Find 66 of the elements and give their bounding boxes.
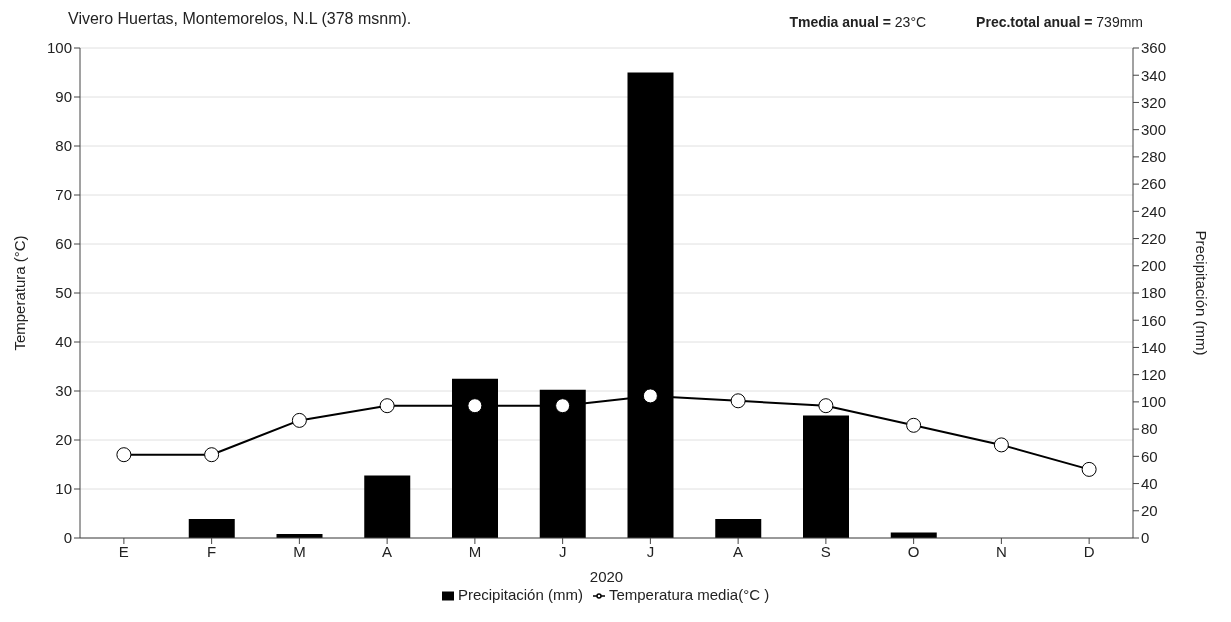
y2-tick-label: 260 [1141, 175, 1167, 193]
y-tick-label: 60 [55, 235, 72, 253]
x-tick-label: D [1083, 542, 1095, 560]
y-tick-label: 90 [55, 88, 72, 106]
y-tick-label: 30 [55, 382, 72, 400]
point [818, 398, 834, 414]
y-tick-label: 40 [55, 333, 72, 351]
point [204, 447, 220, 463]
y-tick-label: 100 [46, 39, 72, 57]
x-tick-label: F [207, 542, 217, 560]
y2-tick-label: 280 [1141, 148, 1167, 166]
bar [803, 415, 849, 538]
y2-tick-label: 20 [1141, 502, 1158, 520]
legend-label: Temperatura media(°C ) [608, 586, 770, 603]
y2-tick-label: 80 [1141, 420, 1158, 438]
text: Prec.total anual = 739mm [976, 14, 1143, 30]
y2-tick-label: 240 [1141, 202, 1167, 220]
x-tick-label: A [382, 542, 393, 560]
y2-tick-label: 0 [1141, 529, 1150, 547]
point [467, 398, 483, 414]
text: Tmedia anual = 23°C [789, 14, 927, 30]
y2-tick-label: 200 [1141, 257, 1167, 275]
y-tick-label: 20 [55, 431, 72, 449]
x-tick-label: N [995, 542, 1007, 560]
point [993, 437, 1009, 453]
y-tick-label: 50 [55, 284, 72, 302]
y2-tick-label: 320 [1141, 93, 1167, 111]
y2-tick-label: 360 [1141, 39, 1167, 57]
point [906, 417, 922, 433]
y2-tick-label: 220 [1141, 229, 1167, 247]
x-tick-label: M [468, 542, 482, 560]
x-tick-label: S [820, 542, 831, 560]
point [555, 398, 571, 414]
y2-tick-label: 180 [1141, 284, 1167, 302]
y2-axis-title: Precipitación (mm) [1192, 230, 1210, 356]
y-tick-label: 10 [55, 480, 72, 498]
x-tick-label: M [293, 542, 306, 560]
y2-tick-label: 120 [1141, 365, 1167, 383]
bar [715, 518, 762, 538]
point [116, 447, 132, 463]
y2-tick-label: 300 [1141, 120, 1167, 138]
x-tick-label: J [558, 542, 567, 560]
bar [188, 518, 235, 538]
y2-tick-label: 140 [1141, 338, 1167, 356]
x-tick-label: O [907, 542, 920, 560]
y-axis-title: Temperatura (°C) [11, 235, 29, 351]
y2-tick-label: 40 [1141, 474, 1158, 492]
point [379, 398, 395, 414]
bar [364, 475, 411, 538]
point [291, 412, 307, 428]
x-axis-title: 2020 [589, 568, 624, 585]
chart-title: Vivero Huertas, Montemorelos, N.L (378 msnm). [68, 10, 412, 28]
y-tick-label: 70 [55, 186, 72, 204]
y-tick-label: 80 [55, 137, 72, 155]
legend-label: Precipitación (mm) [457, 586, 583, 603]
x-tick-label: E [118, 542, 129, 560]
y2-tick-label: 160 [1141, 311, 1167, 329]
y2-tick-label: 100 [1141, 393, 1167, 411]
x-tick-label: A [733, 542, 744, 560]
x-tick-label: J [646, 542, 655, 560]
point [642, 388, 658, 404]
y2-tick-label: 60 [1141, 447, 1158, 465]
y2-tick-label: 340 [1141, 66, 1167, 84]
point [730, 393, 746, 409]
point [1081, 461, 1097, 477]
y-tick-label: 0 [63, 529, 72, 547]
